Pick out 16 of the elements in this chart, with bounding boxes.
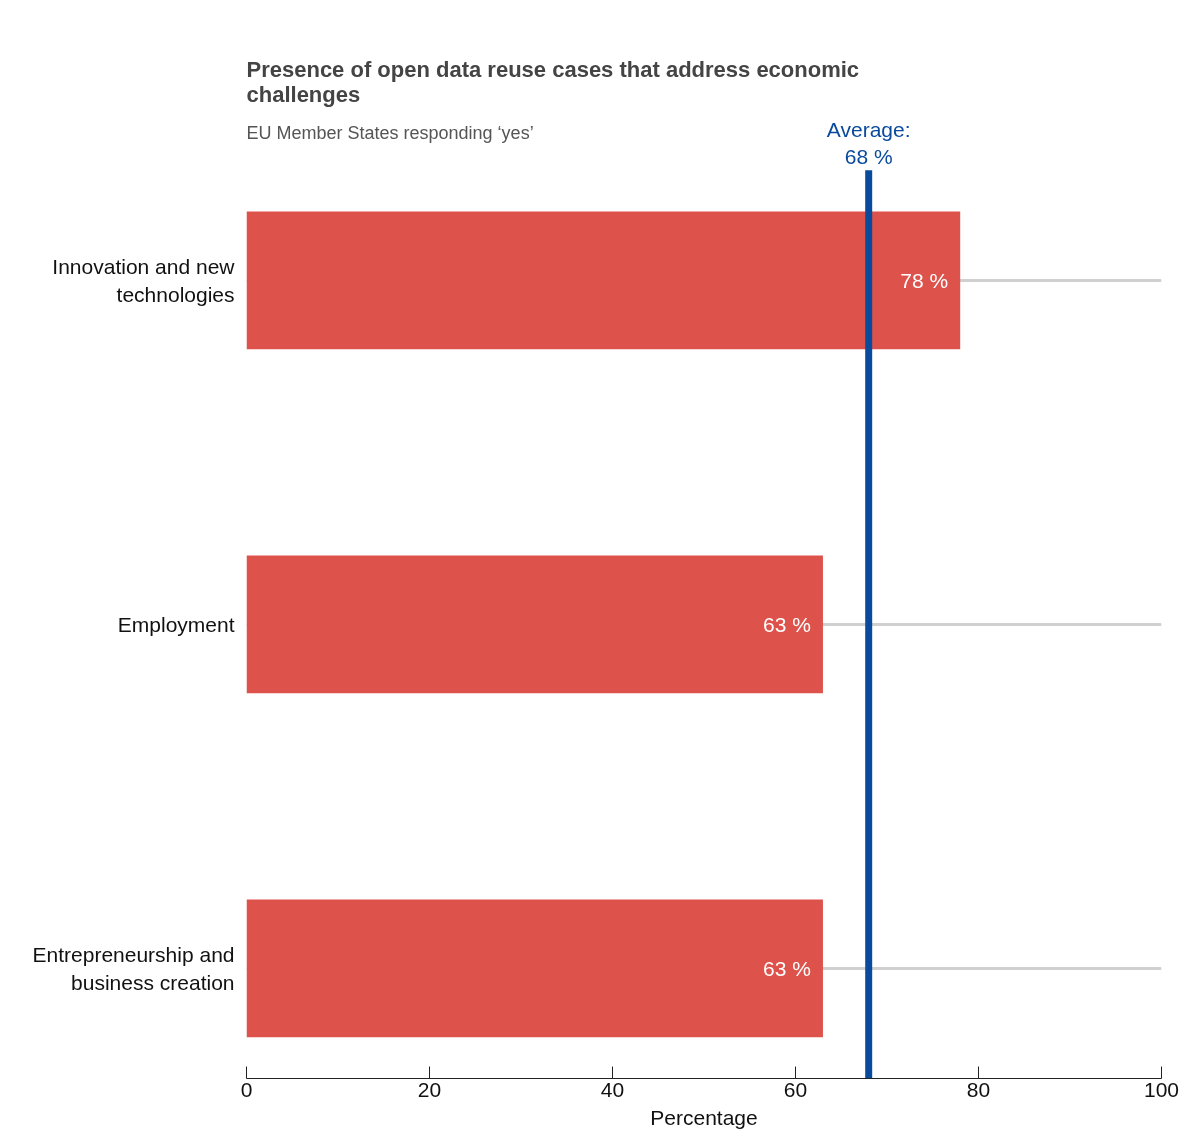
y-tick-label: Employment xyxy=(117,612,235,636)
data-label: 78 % xyxy=(900,268,949,292)
chart-title: Presence of open data reuse cases that address economic challenges xyxy=(246,56,860,107)
data-label: 63 % xyxy=(763,612,811,636)
x-axis-title: Percentage xyxy=(650,1105,758,1129)
x-tick-label: 0 xyxy=(240,1077,253,1101)
y-tick-label: Entrepreneurship and business creation xyxy=(32,943,235,994)
x-tick-label: 20 xyxy=(417,1077,442,1101)
x-tick-label: 60 xyxy=(783,1077,808,1101)
ref-line-label: Average: 68 % xyxy=(826,117,911,169)
y-tick-label: Innovation and new technologies xyxy=(52,255,236,306)
chart-subtitle: EU Member States responding ‘yes’ xyxy=(246,122,534,143)
x-tick-label: 40 xyxy=(600,1077,625,1101)
x-tick-label: 100 xyxy=(1143,1077,1180,1101)
x-tick-label: 80 xyxy=(966,1077,991,1101)
data-label: 63 % xyxy=(763,956,811,980)
